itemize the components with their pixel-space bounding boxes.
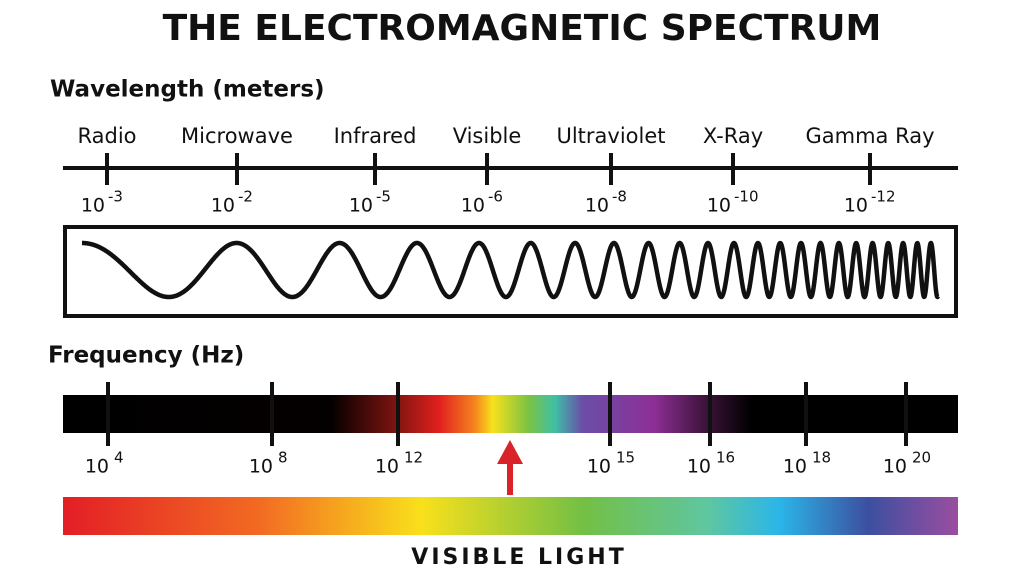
wavelength-exponent: -5 [376,188,391,206]
frequency-base: 10 [85,456,109,478]
wavelength-exponent: -8 [612,188,627,206]
wavelength-exponent: -2 [238,188,253,206]
frequency-bar [63,395,958,433]
wavelength-exponent: -10 [734,188,759,206]
band-name: Ultraviolet [556,124,665,148]
band-name: Gamma Ray [805,124,934,148]
band-name: Microwave [181,124,293,148]
wavelength-base: 10 [81,195,105,217]
frequency-exponent: 15 [616,449,635,467]
band-name: Radio [77,124,136,148]
visible-bar [63,497,958,535]
band-name: X-Ray [703,124,763,148]
title: THE ELECTROMAGNETIC SPECTRUM [163,8,882,49]
frequency-base: 10 [883,456,907,478]
wavelength-base: 10 [844,195,868,217]
wave-box [63,225,958,318]
frequency-label: Frequency (Hz) [48,343,244,369]
wavelength-base: 10 [349,195,373,217]
band-name: Visible [453,124,522,148]
visible-light-label: VISIBLE LIGHT [411,545,626,570]
frequency-exponent: 8 [278,449,288,467]
wavelength-label: Wavelength (meters) [50,77,325,103]
frequency-exponent: 18 [812,449,831,467]
frequency-base: 10 [783,456,807,478]
wavelength-exponent: -3 [108,188,123,206]
frequency-base: 10 [249,456,273,478]
wavelength-base: 10 [461,195,485,217]
frequency-base: 10 [687,456,711,478]
arrow-head [497,440,523,464]
frequency-base: 10 [375,456,399,478]
frequency-exponent: 4 [114,449,124,467]
wavelength-base: 10 [211,195,235,217]
wavelength-base: 10 [585,195,609,217]
frequency-exponent: 12 [404,449,423,467]
wavelength-exponent: -12 [871,188,896,206]
frequency-exponent: 20 [912,449,931,467]
band-name: Infrared [334,124,417,148]
frequency-exponent: 16 [716,449,735,467]
wavelength-base: 10 [707,195,731,217]
wave [80,240,940,300]
frequency-base: 10 [587,456,611,478]
wavelength-exponent: -6 [488,188,503,206]
